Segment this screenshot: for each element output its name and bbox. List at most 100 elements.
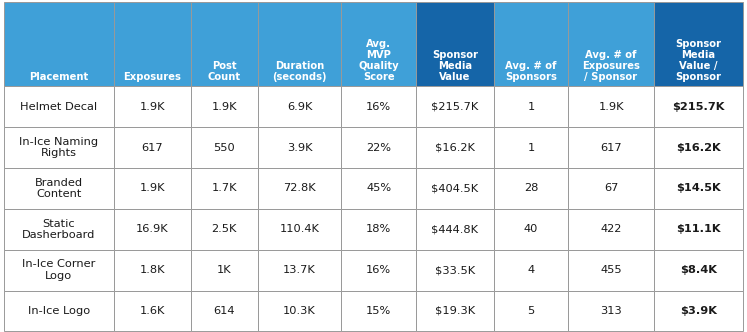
FancyBboxPatch shape: [258, 250, 341, 290]
FancyBboxPatch shape: [190, 168, 258, 209]
FancyBboxPatch shape: [114, 168, 190, 209]
FancyBboxPatch shape: [654, 86, 743, 127]
Text: 1.9K: 1.9K: [140, 102, 165, 112]
Text: Exposures: Exposures: [123, 72, 182, 82]
FancyBboxPatch shape: [416, 127, 494, 168]
Text: Avg. # of
Sponsors: Avg. # of Sponsors: [505, 61, 557, 82]
FancyBboxPatch shape: [258, 290, 341, 331]
Text: Helmet Decal: Helmet Decal: [20, 102, 97, 112]
Text: 5: 5: [527, 306, 535, 316]
FancyBboxPatch shape: [114, 2, 190, 86]
FancyBboxPatch shape: [258, 127, 341, 168]
Text: Duration
(seconds): Duration (seconds): [272, 61, 326, 82]
FancyBboxPatch shape: [114, 250, 190, 290]
FancyBboxPatch shape: [494, 290, 568, 331]
FancyBboxPatch shape: [654, 290, 743, 331]
Text: Avg.
MVP
Quality
Score: Avg. MVP Quality Score: [359, 39, 399, 82]
Text: 28: 28: [524, 183, 538, 194]
Text: 15%: 15%: [366, 306, 391, 316]
Text: Sponsor
Media
Value /
Sponsor: Sponsor Media Value / Sponsor: [675, 39, 722, 82]
FancyBboxPatch shape: [654, 127, 743, 168]
FancyBboxPatch shape: [258, 86, 341, 127]
Text: 617: 617: [601, 142, 622, 153]
Text: 67: 67: [604, 183, 619, 194]
Text: 16%: 16%: [366, 102, 391, 112]
Text: 1.6K: 1.6K: [140, 306, 165, 316]
Text: 455: 455: [601, 265, 622, 275]
Text: $444.8K: $444.8K: [431, 224, 478, 234]
FancyBboxPatch shape: [494, 168, 568, 209]
FancyBboxPatch shape: [190, 86, 258, 127]
FancyBboxPatch shape: [258, 168, 341, 209]
FancyBboxPatch shape: [568, 86, 654, 127]
FancyBboxPatch shape: [654, 2, 743, 86]
FancyBboxPatch shape: [341, 250, 416, 290]
FancyBboxPatch shape: [4, 209, 114, 250]
Text: $404.5K: $404.5K: [431, 183, 478, 194]
FancyBboxPatch shape: [494, 127, 568, 168]
Text: 10.3K: 10.3K: [283, 306, 316, 316]
FancyBboxPatch shape: [4, 2, 114, 86]
Text: 13.7K: 13.7K: [283, 265, 316, 275]
FancyBboxPatch shape: [341, 209, 416, 250]
Text: 18%: 18%: [366, 224, 391, 234]
FancyBboxPatch shape: [494, 250, 568, 290]
FancyBboxPatch shape: [190, 2, 258, 86]
Text: 72.8K: 72.8K: [283, 183, 316, 194]
Text: Avg. # of
Exposures
/ Sponsor: Avg. # of Exposures / Sponsor: [582, 50, 640, 82]
Text: 4: 4: [527, 265, 535, 275]
Text: 110.4K: 110.4K: [279, 224, 320, 234]
FancyBboxPatch shape: [494, 2, 568, 86]
Text: $3.9K: $3.9K: [680, 306, 717, 316]
FancyBboxPatch shape: [494, 209, 568, 250]
Text: $215.7K: $215.7K: [672, 102, 725, 112]
FancyBboxPatch shape: [341, 168, 416, 209]
FancyBboxPatch shape: [341, 86, 416, 127]
FancyBboxPatch shape: [190, 127, 258, 168]
Text: In-Ice Naming
Rights: In-Ice Naming Rights: [19, 137, 98, 158]
FancyBboxPatch shape: [4, 290, 114, 331]
Text: 1: 1: [527, 102, 535, 112]
FancyBboxPatch shape: [416, 290, 494, 331]
FancyBboxPatch shape: [568, 2, 654, 86]
Text: $16.2K: $16.2K: [435, 142, 475, 153]
Text: 16.9K: 16.9K: [136, 224, 169, 234]
Text: 614: 614: [214, 306, 235, 316]
FancyBboxPatch shape: [654, 250, 743, 290]
Text: 422: 422: [601, 224, 622, 234]
FancyBboxPatch shape: [568, 127, 654, 168]
FancyBboxPatch shape: [4, 127, 114, 168]
FancyBboxPatch shape: [114, 290, 190, 331]
Text: 16%: 16%: [366, 265, 391, 275]
Text: 1.9K: 1.9K: [598, 102, 624, 112]
FancyBboxPatch shape: [494, 86, 568, 127]
FancyBboxPatch shape: [190, 290, 258, 331]
Text: $33.5K: $33.5K: [435, 265, 475, 275]
FancyBboxPatch shape: [258, 209, 341, 250]
Text: 1.8K: 1.8K: [140, 265, 165, 275]
FancyBboxPatch shape: [258, 2, 341, 86]
Text: Static
Dasherboard: Static Dasherboard: [22, 219, 96, 240]
Text: In-Ice Logo: In-Ice Logo: [28, 306, 90, 316]
FancyBboxPatch shape: [416, 2, 494, 86]
FancyBboxPatch shape: [341, 2, 416, 86]
Text: 40: 40: [524, 224, 538, 234]
FancyBboxPatch shape: [114, 86, 190, 127]
Text: 3.9K: 3.9K: [287, 142, 312, 153]
FancyBboxPatch shape: [416, 209, 494, 250]
Text: Branded
Content: Branded Content: [34, 178, 83, 199]
FancyBboxPatch shape: [4, 86, 114, 127]
Text: $16.2K: $16.2K: [676, 142, 721, 153]
Text: 45%: 45%: [366, 183, 391, 194]
FancyBboxPatch shape: [416, 86, 494, 127]
FancyBboxPatch shape: [114, 127, 190, 168]
Text: $8.4K: $8.4K: [680, 265, 717, 275]
Text: Sponsor
Media
Value: Sponsor Media Value: [432, 50, 478, 82]
FancyBboxPatch shape: [568, 290, 654, 331]
Text: 1.9K: 1.9K: [140, 183, 165, 194]
Text: 1K: 1K: [217, 265, 232, 275]
FancyBboxPatch shape: [341, 127, 416, 168]
FancyBboxPatch shape: [416, 250, 494, 290]
Text: 617: 617: [141, 142, 163, 153]
FancyBboxPatch shape: [190, 250, 258, 290]
